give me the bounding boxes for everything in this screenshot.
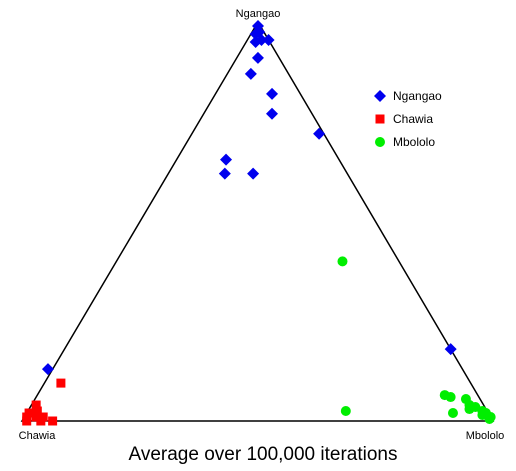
point-ngangao (251, 51, 264, 64)
point-mbololo (470, 402, 481, 413)
point-ngangao (266, 107, 279, 120)
point-mbololo (445, 392, 456, 403)
point-chawia (48, 416, 58, 426)
point-mbololo (337, 256, 348, 267)
vertex-label-left: Chawia (19, 430, 57, 442)
point-ngangao (218, 167, 231, 180)
point-ngangao (249, 35, 262, 48)
point-mbololo (447, 408, 458, 419)
points-layer (22, 19, 496, 426)
point-chawia (38, 412, 48, 422)
vertex-label-right: Mbololo (466, 430, 505, 442)
legend-label-ngangao: Ngangao (393, 89, 442, 103)
ternary-triangle (20, 20, 495, 422)
point-ngangao (266, 87, 279, 100)
vertex-label-top: Ngangao (236, 8, 281, 20)
point-mbololo (340, 406, 351, 417)
point-ngangao (444, 343, 457, 356)
point-chawia (31, 400, 41, 410)
point-ngangao (220, 153, 233, 166)
legend-label-chawia: Chawia (393, 112, 433, 126)
legend-label-mbololo: Mbololo (393, 135, 435, 149)
legend-marker-chawia (375, 114, 385, 124)
chart-title: Average over 100,000 iterations (129, 444, 398, 465)
point-ngangao (313, 127, 326, 140)
point-chawia (22, 416, 32, 426)
point-ngangao (244, 67, 257, 80)
legend-marker-ngangao (374, 90, 386, 102)
point-ngangao (247, 167, 260, 180)
point-ngangao (41, 363, 54, 376)
point-ngangao (262, 33, 275, 46)
legend: Ngangao Chawia Mbololo (374, 89, 442, 149)
point-mbololo (477, 410, 488, 421)
point-chawia (24, 408, 34, 418)
point-chawia (56, 378, 66, 388)
point-chawia (32, 406, 42, 416)
point-chawia (31, 412, 41, 422)
legend-marker-mbololo (375, 137, 385, 147)
